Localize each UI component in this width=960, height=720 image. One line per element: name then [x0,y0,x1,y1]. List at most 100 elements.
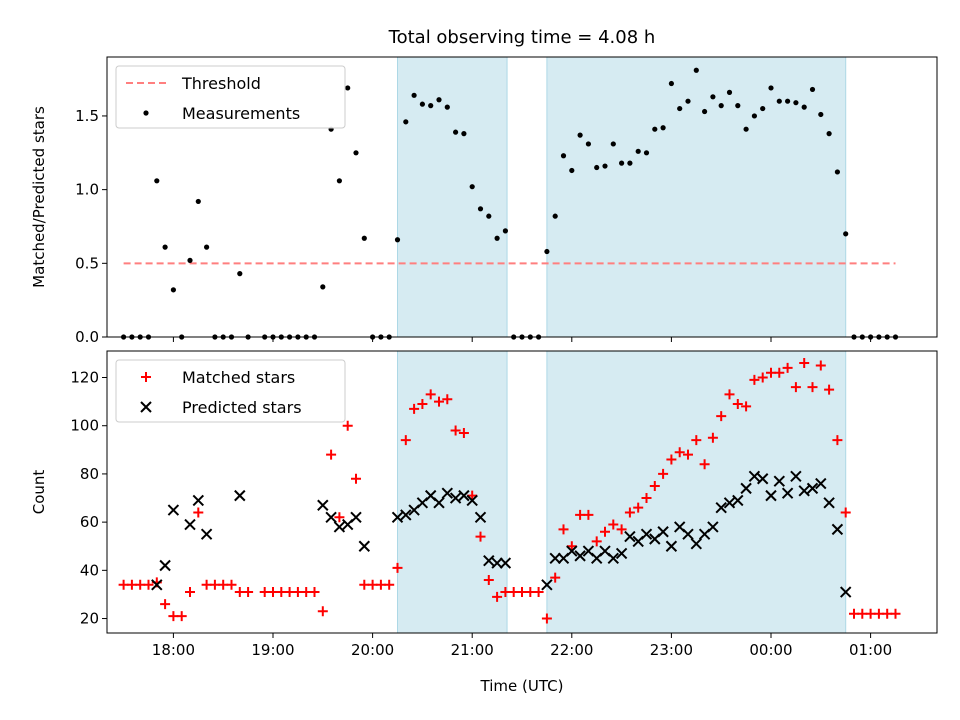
measurement-point [320,284,326,290]
matched-star-point [699,459,710,470]
measurement-point [544,248,550,255]
predicted-star-point [358,540,371,552]
observing-interval-2 [546,56,847,338]
legend-label: Measurements [182,104,300,123]
x-tick-label: 01:00 [849,641,892,659]
matched-star-point [807,382,818,393]
measurement-point [677,105,683,112]
matched-star-point [749,374,760,385]
matched-star-point [583,509,594,520]
matched-star-point [326,449,337,460]
measurement-point [577,132,583,138]
measurement-point [453,129,459,135]
predicted-star-point [350,511,362,524]
measurement-point [660,125,666,131]
y-tick-label: 40 [80,561,99,579]
predicted-star-point [773,475,786,487]
legend-box [115,65,346,129]
matched-star-point [840,507,851,518]
matched-star-point [666,454,677,465]
measurement-point [768,85,774,91]
predicted-star-point [400,509,412,521]
matched-star-point [566,541,577,552]
predicted-star-point [831,523,844,536]
y-axis-label: Matched/Predicted stars [30,106,48,288]
matched-star-point [425,389,436,400]
predicted-star-point [466,494,478,507]
predicted-star-point [234,489,246,502]
predicted-star-point [151,579,163,591]
x-tick-label: 22:00 [550,641,593,659]
matched-star-point [790,382,801,393]
measurement-point [718,103,724,109]
matched-star-point [334,512,345,523]
legend-matched-marker [141,372,151,382]
matched-star-point [160,599,171,610]
measurement-point [195,198,201,205]
measurement-point [785,98,791,104]
measurement-point [237,271,243,277]
y-tick-label: 100 [70,417,99,435]
matched-star-point [832,435,843,446]
predicted-star-point [823,497,835,509]
matched-star-point [624,507,635,518]
legend-label: Threshold [181,74,261,93]
predicted-star-point [483,554,495,567]
predicted-star-point [200,528,213,540]
measurement-point [702,108,708,115]
measurement-point [569,167,575,174]
measurement-point [735,103,741,109]
matched-star-point [342,420,353,431]
y-tick-label: 120 [70,369,99,387]
matched-star-point [458,427,469,438]
series-matched-stars [118,358,901,624]
measurement-point [635,148,641,154]
x-tick-label: 23:00 [650,641,693,659]
legend: Threshold Measurements [115,65,346,129]
predicted-star-point [790,470,802,483]
matched-star-point [633,502,644,513]
predicted-star-point [690,538,703,550]
predicted-star-point [806,482,819,495]
y-tick-label: 20 [80,610,99,628]
measurement-point [204,244,210,250]
predicted-star-point [815,477,827,490]
predicted-star-point [665,540,678,552]
measurement-point [502,228,508,234]
matched-star-point [799,358,810,369]
measurement-point [685,98,691,104]
predicted-star-point [192,494,205,507]
matched-star-point [384,579,395,590]
measurement-point [619,160,625,166]
measurement-point [726,89,733,95]
y-axis-label: Count [30,470,48,515]
predicted-star-point [781,487,794,499]
measurement-point [345,85,351,91]
observing-interval-1 [397,350,508,634]
matched-star-point [732,399,743,410]
predicted-star-point [159,559,171,572]
predicted-star-point [391,511,404,524]
measurement-point [486,213,492,219]
y-tick-label: 1.0 [75,181,99,199]
matched-star-point [243,587,254,598]
matched-star-point [815,360,826,371]
predicted-star-point [839,586,852,598]
predicted-star-point [333,521,346,533]
matched-star-point [774,367,785,378]
predicted-star-point [491,557,503,569]
measurement-point [560,153,567,159]
measurement-point [436,97,442,103]
predicted-star-point [458,489,470,502]
matched-star-point [541,613,552,624]
measurement-point [170,287,176,293]
measurement-point [154,178,160,184]
predicted-star-point [723,497,736,509]
legend-label: Predicted stars [182,398,302,417]
predicted-star-point [541,579,553,591]
matched-star-point [707,432,718,443]
measurement-point [652,126,658,132]
predicted-star-point [167,504,180,516]
predicted-star-point [657,526,669,538]
